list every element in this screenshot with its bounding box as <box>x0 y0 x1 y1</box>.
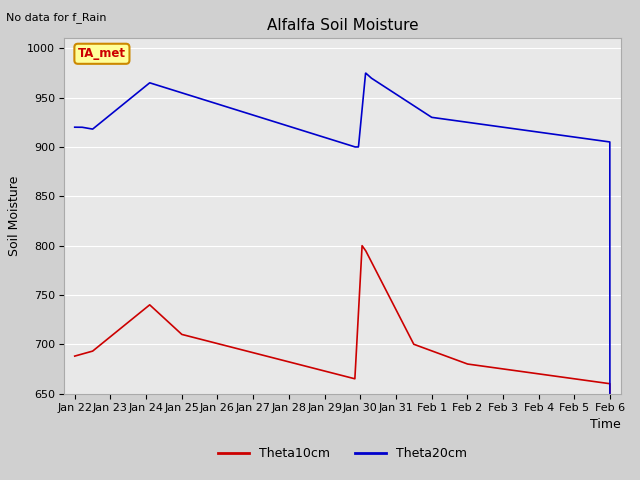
Y-axis label: Soil Moisture: Soil Moisture <box>8 176 21 256</box>
Legend: Theta10cm, Theta20cm: Theta10cm, Theta20cm <box>212 443 472 466</box>
Text: TA_met: TA_met <box>78 47 126 60</box>
Title: Alfalfa Soil Moisture: Alfalfa Soil Moisture <box>267 18 418 33</box>
Text: No data for f_Rain: No data for f_Rain <box>6 12 107 23</box>
X-axis label: Time: Time <box>590 418 621 431</box>
